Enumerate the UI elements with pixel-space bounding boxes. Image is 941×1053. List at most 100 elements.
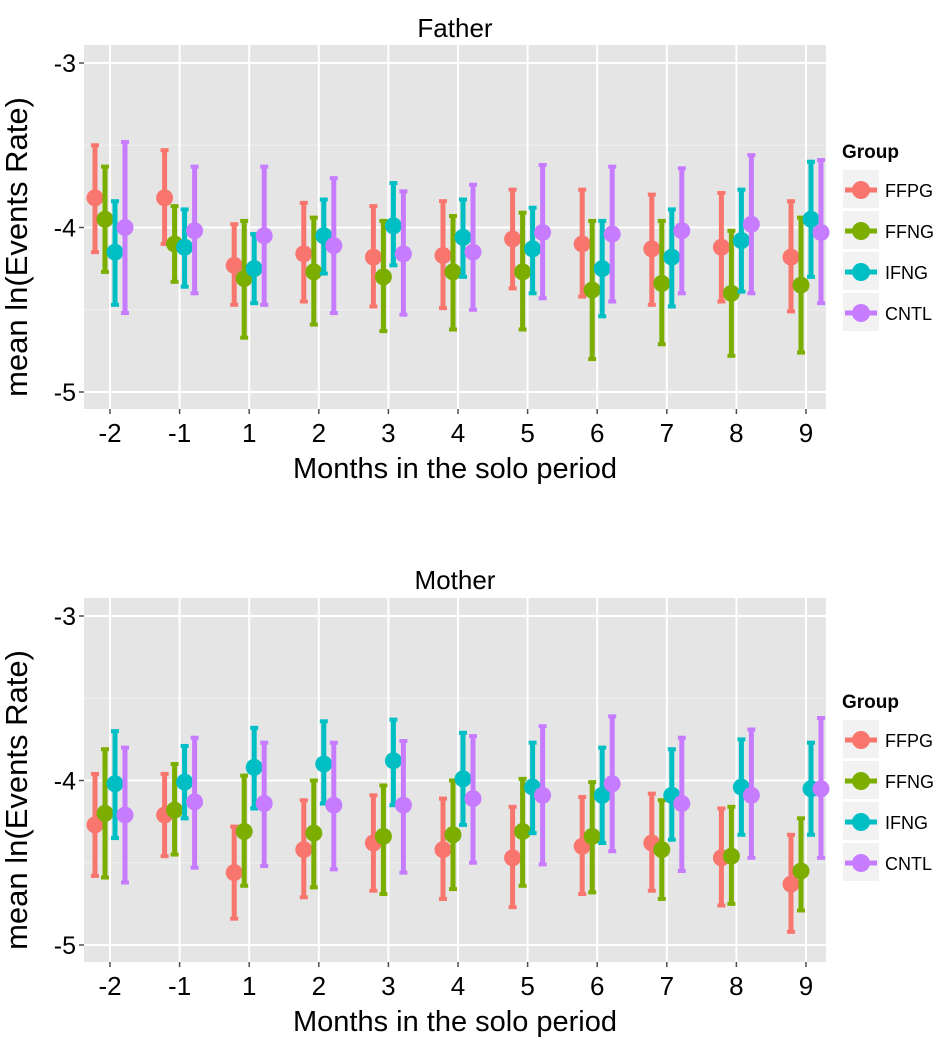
mean-point xyxy=(325,237,343,255)
y-tick-label: -4 xyxy=(54,768,76,796)
mean-point xyxy=(384,217,402,235)
x-tick-label: 6 xyxy=(590,418,604,448)
mean-point xyxy=(86,816,104,834)
x-tick-label: -2 xyxy=(98,971,121,1001)
mean-point xyxy=(374,827,392,845)
mean-point xyxy=(255,795,273,813)
x-tick-label: -1 xyxy=(168,971,191,1001)
mean-point xyxy=(464,243,482,261)
mean-point xyxy=(802,210,820,228)
mean-point xyxy=(106,775,124,793)
mean-point xyxy=(106,243,124,261)
y-axis-label: mean ln(Events Rate) xyxy=(0,650,34,950)
mean-point xyxy=(186,793,204,811)
mean-point xyxy=(374,268,392,286)
mean-point xyxy=(603,225,621,243)
mean-point xyxy=(305,263,323,281)
mean-point xyxy=(176,238,194,256)
mean-point xyxy=(394,245,412,263)
legend-key-point xyxy=(852,263,870,281)
mean-point xyxy=(295,245,313,263)
series-cntl xyxy=(116,139,830,317)
mean-point xyxy=(315,755,333,773)
mean-point xyxy=(186,222,204,240)
mean-point xyxy=(514,822,532,840)
legend-label: FFNG xyxy=(885,772,934,792)
mean-point xyxy=(603,775,621,793)
mean-point xyxy=(643,240,661,258)
y-tick-label: -5 xyxy=(54,379,76,407)
mean-point xyxy=(653,841,671,859)
series-ifng xyxy=(106,159,820,319)
legend-label: CNTL xyxy=(885,304,932,324)
mean-point xyxy=(116,219,134,236)
mean-point xyxy=(524,240,542,258)
x-tick-label: 1 xyxy=(242,971,256,1001)
x-tick-label: 8 xyxy=(729,971,743,1001)
mean-point xyxy=(444,263,462,281)
mean-point xyxy=(742,786,760,804)
mean-point xyxy=(792,862,810,880)
legend-label: IFNG xyxy=(885,813,928,833)
mean-point xyxy=(295,841,313,859)
legend-key-point xyxy=(852,772,870,790)
x-tick-label: 4 xyxy=(451,971,465,1001)
mean-point xyxy=(573,235,591,253)
x-tick-label: -1 xyxy=(168,418,191,448)
y-axis-label: mean ln(Events Rate) xyxy=(0,97,34,397)
mean-point xyxy=(712,238,730,256)
mean-point xyxy=(653,274,671,292)
series-ffpg xyxy=(86,143,800,314)
mean-point xyxy=(245,758,263,776)
x-tick-label: 3 xyxy=(381,418,395,448)
legend-label: FFPG xyxy=(885,731,933,751)
chart-title: Father xyxy=(417,13,492,43)
mean-point xyxy=(235,822,253,840)
legend-label: FFPG xyxy=(885,181,933,201)
mean-point xyxy=(444,826,462,844)
x-tick-label: 6 xyxy=(590,971,604,1001)
y-tick-label: -3 xyxy=(54,50,76,78)
mean-point xyxy=(434,841,452,859)
mean-point xyxy=(504,230,522,248)
x-axis-label: Months in the solo period xyxy=(293,1006,617,1038)
legend-key-point xyxy=(852,222,870,240)
mean-point xyxy=(176,773,194,791)
series-ffng xyxy=(96,164,810,362)
mean-point xyxy=(673,795,691,813)
mean-point xyxy=(732,232,750,250)
legend-key-point xyxy=(852,731,870,749)
x-tick-label: 3 xyxy=(381,971,395,1001)
mean-point xyxy=(722,847,740,865)
mean-point xyxy=(394,796,412,814)
mean-point xyxy=(364,248,382,266)
mean-point xyxy=(245,260,263,278)
y-tick-label: -4 xyxy=(54,215,76,243)
mean-point xyxy=(593,786,611,804)
y-tick-label: -5 xyxy=(54,932,76,960)
chart-panel-mother: -3 -4 -5 -2 -1 1 2 3 4 5 6 7 8 9 Mother Months in the s… xyxy=(0,565,934,1038)
mean-point xyxy=(742,215,760,233)
x-tick-label: 9 xyxy=(799,418,813,448)
mean-point xyxy=(673,222,691,240)
x-tick-label: 7 xyxy=(660,971,674,1001)
mean-point xyxy=(812,223,830,241)
y-tick-label: -3 xyxy=(54,603,76,631)
mean-point xyxy=(86,189,104,207)
mean-point xyxy=(454,228,472,246)
mean-point xyxy=(534,223,552,241)
mean-point xyxy=(96,804,114,822)
mean-point xyxy=(583,281,601,299)
mean-point xyxy=(593,260,611,278)
series-ffng xyxy=(96,747,810,913)
x-tick-label: 5 xyxy=(520,418,534,448)
x-tick-label: 4 xyxy=(451,418,465,448)
series-ifng xyxy=(106,717,820,846)
legend-key-point xyxy=(852,813,870,831)
mean-point xyxy=(792,276,810,294)
mean-point xyxy=(384,752,402,770)
mean-point xyxy=(514,263,532,281)
chart-title: Mother xyxy=(415,565,496,595)
mean-point xyxy=(464,790,482,808)
